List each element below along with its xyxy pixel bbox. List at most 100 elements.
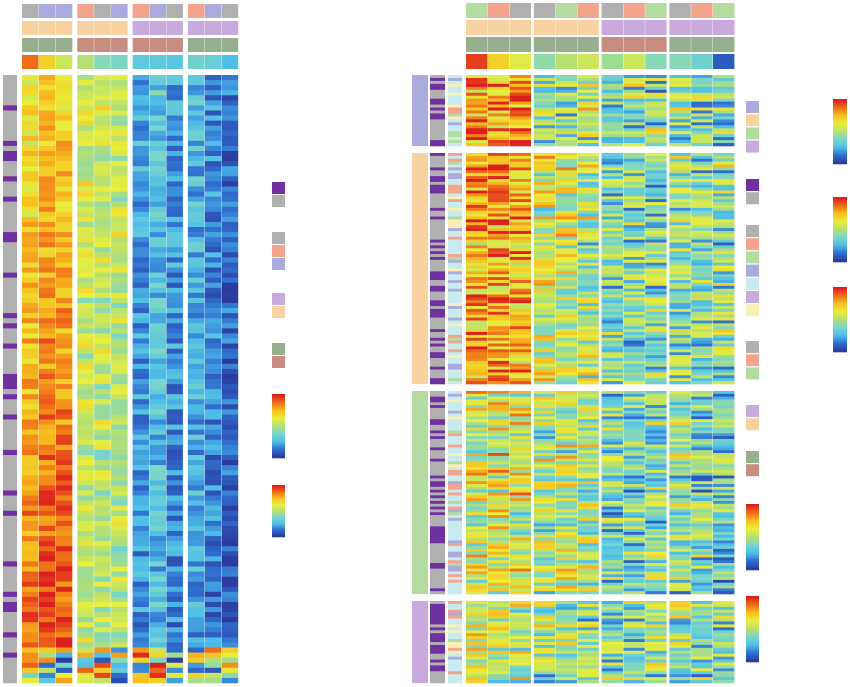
heatmap-cell (487, 303, 510, 307)
heatmap-cell (555, 113, 577, 117)
heatmap-cell (555, 577, 577, 581)
heatmap-cell (601, 407, 623, 412)
heatmap-cell (509, 674, 531, 678)
heatmap-cell (204, 166, 222, 172)
heatmap-cell (509, 579, 531, 584)
heatmap-cell (487, 306, 510, 310)
heatmap-cell (487, 158, 510, 162)
heatmap-cell (623, 582, 645, 586)
heatmap-cell (166, 272, 183, 278)
row-annotation-cell (430, 615, 445, 619)
heatmap-cell (555, 311, 577, 315)
heatmap-cell (623, 86, 645, 91)
row-annotation-cell (3, 541, 17, 547)
heatmap-cell (577, 506, 599, 510)
heatmap-cell (577, 190, 599, 194)
heatmap-cell (713, 639, 735, 643)
heatmap-cell (487, 565, 510, 569)
heatmap-cell (645, 378, 667, 382)
heatmap-cell (623, 540, 645, 544)
heatmap-cell (204, 277, 222, 284)
row-annotation-cell (448, 161, 462, 165)
legend-colorbar (833, 293, 847, 296)
heatmap-cell (601, 134, 623, 138)
heatmap-cell (94, 353, 111, 360)
heatmap-cell (204, 95, 222, 101)
heatmap-cell (204, 237, 222, 243)
heatmap-cell (577, 438, 599, 443)
heatmap-cell (669, 424, 691, 428)
heatmap-cell (487, 393, 510, 397)
heatmap-cell (487, 271, 510, 275)
heatmap-cell (466, 554, 488, 558)
heatmap-cell (466, 337, 488, 341)
heatmap-cell (555, 606, 577, 611)
heatmap-cell (713, 650, 735, 655)
heatmap-cell (22, 257, 39, 263)
heatmap-cell (713, 131, 735, 135)
heatmap-cell (645, 291, 667, 295)
heatmap-cell (623, 469, 645, 474)
heatmap-cell (601, 656, 623, 660)
heatmap-cell (601, 447, 623, 451)
heatmap-cell (669, 486, 691, 490)
heatmap-cell (601, 98, 623, 102)
heatmap-cell (669, 119, 691, 123)
heatmap-cell (577, 262, 599, 266)
heatmap-cell (623, 271, 645, 275)
heatmap-cell (221, 384, 239, 390)
column-annotation-cell (601, 3, 623, 18)
heatmap-cell (22, 642, 39, 648)
legend-colorbar (833, 148, 847, 152)
heatmap-cell (691, 228, 713, 232)
heatmap-cell (187, 100, 205, 106)
heatmap-cell (77, 140, 94, 147)
heatmap-cell (487, 568, 510, 572)
heatmap-cell (645, 612, 667, 616)
heatmap-cell (466, 153, 488, 157)
heatmap-cell (132, 546, 150, 552)
legend-colorbar (833, 313, 847, 316)
heatmap-cell (38, 677, 56, 684)
heatmap-cell (466, 624, 488, 628)
heatmap-cell (645, 225, 667, 229)
heatmap-cell (623, 245, 645, 249)
heatmap-cell (577, 311, 599, 315)
heatmap-cell (132, 460, 150, 466)
heatmap-cell (55, 151, 73, 157)
heatmap-cell (533, 467, 556, 471)
heatmap-cell (601, 256, 623, 261)
heatmap-cell (509, 531, 531, 536)
legend-colorbar (833, 257, 847, 261)
heatmap-cell (555, 568, 577, 572)
heatmap-cell (645, 671, 667, 675)
heatmap-cell (111, 470, 128, 476)
heatmap-cell (533, 560, 556, 564)
heatmap-cell (509, 606, 531, 611)
heatmap-cell (645, 574, 667, 578)
row-annotation-cell (448, 588, 462, 592)
heatmap-cell (555, 671, 577, 675)
heatmap-cell (669, 461, 691, 465)
heatmap-cell (509, 526, 531, 530)
heatmap-cell (187, 211, 205, 218)
row-annotation-cell (448, 181, 462, 186)
heatmap-cell (601, 503, 623, 507)
heatmap-cell (691, 557, 713, 561)
heatmap-cell (111, 566, 128, 572)
heatmap-cell (22, 520, 39, 527)
heatmap-cell (533, 236, 556, 240)
heatmap-cell (166, 115, 183, 121)
column-annotation-cell (22, 38, 39, 52)
legend-colorbar (272, 519, 285, 522)
heatmap-cell (187, 161, 205, 167)
heatmap-cell (132, 571, 150, 577)
column-annotation-cell (509, 20, 531, 35)
heatmap-cell (691, 393, 713, 397)
heatmap-cell (601, 176, 623, 180)
heatmap-cell (623, 520, 645, 524)
heatmap-cell (77, 465, 94, 471)
heatmap-cell (55, 318, 73, 324)
heatmap-cell (221, 434, 239, 441)
legend-colorbar (833, 151, 847, 154)
